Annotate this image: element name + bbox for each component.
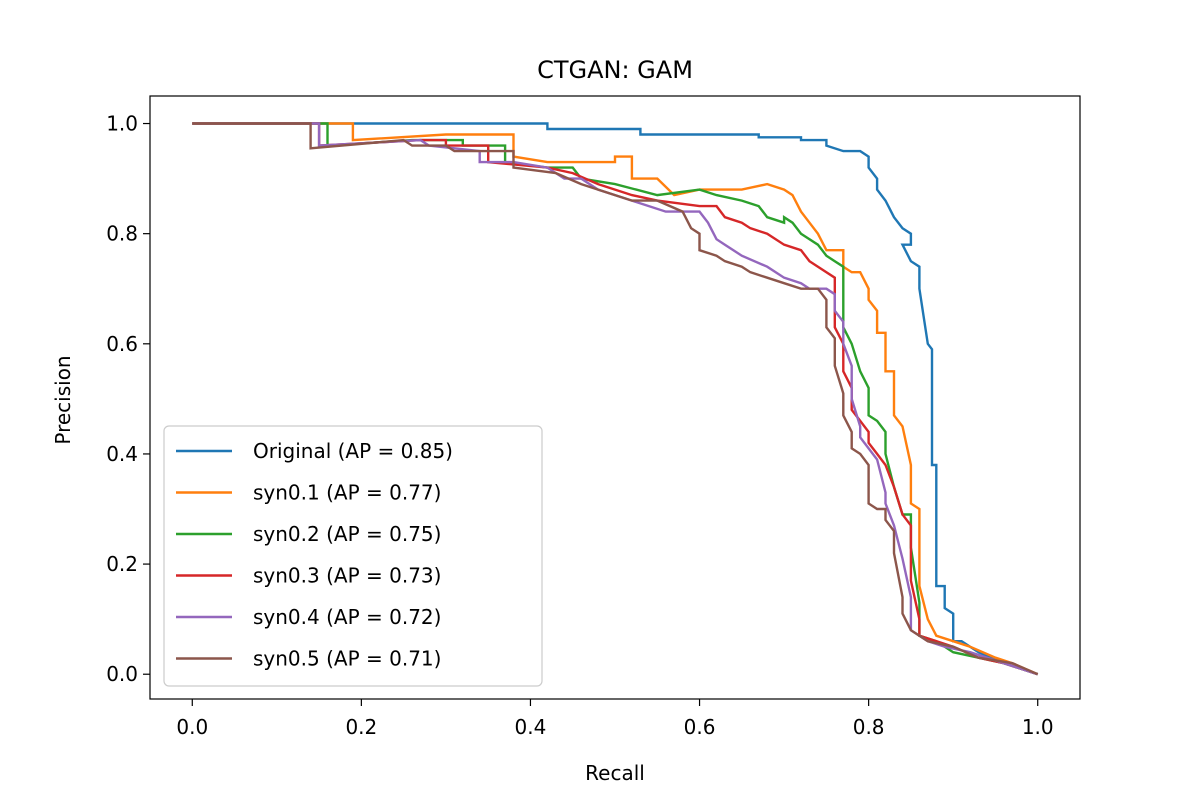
y-axis-ticks: 0.0 0.2 0.4 0.6 0.8 1.0 [106, 112, 150, 686]
x-tick-label: 0.0 [176, 715, 208, 739]
x-tick-label: 0.8 [853, 715, 885, 739]
x-tick-label: 0.6 [684, 715, 716, 739]
y-tick-label: 0.0 [106, 662, 138, 686]
legend-box [163, 425, 543, 687]
legend-label: syn0.4 (AP = 0.72) [253, 605, 441, 629]
x-axis-ticks: 0.0 0.2 0.4 0.6 0.8 1.0 [176, 699, 1054, 739]
legend: Original (AP = 0.85) syn0.1 (AP = 0.77) sy… [163, 425, 543, 687]
legend-label: syn0.2 (AP = 0.75) [253, 522, 441, 546]
plot-area [149, 95, 1081, 700]
legend-label: syn0.3 (AP = 0.73) [253, 564, 441, 588]
legend-label: Original (AP = 0.85) [253, 439, 453, 463]
chart-title: CTGAN: GAM [537, 56, 693, 84]
y-tick-label: 0.6 [106, 332, 138, 356]
legend-label: syn0.1 (AP = 0.77) [253, 481, 441, 505]
y-tick-label: 0.8 [106, 222, 138, 246]
y-tick-label: 1.0 [106, 112, 138, 136]
legend-label: syn0.5 (AP = 0.71) [253, 647, 441, 671]
series-layer [192, 122, 1039, 676]
series-line-6 [192, 122, 1039, 676]
y-tick-label: 0.2 [106, 552, 138, 576]
series-line-2 [192, 122, 1039, 676]
series-line-4 [192, 122, 1039, 676]
series-line-5 [192, 122, 1039, 676]
series-line-1 [192, 122, 1039, 676]
plot-frame [149, 95, 1081, 700]
x-tick-label: 0.4 [515, 715, 547, 739]
x-tick-label: 0.2 [345, 715, 377, 739]
x-axis-label: Recall [585, 761, 645, 785]
y-axis-label: Precision [51, 355, 75, 444]
x-tick-label: 1.0 [1022, 715, 1054, 739]
y-tick-label: 0.4 [106, 442, 138, 466]
